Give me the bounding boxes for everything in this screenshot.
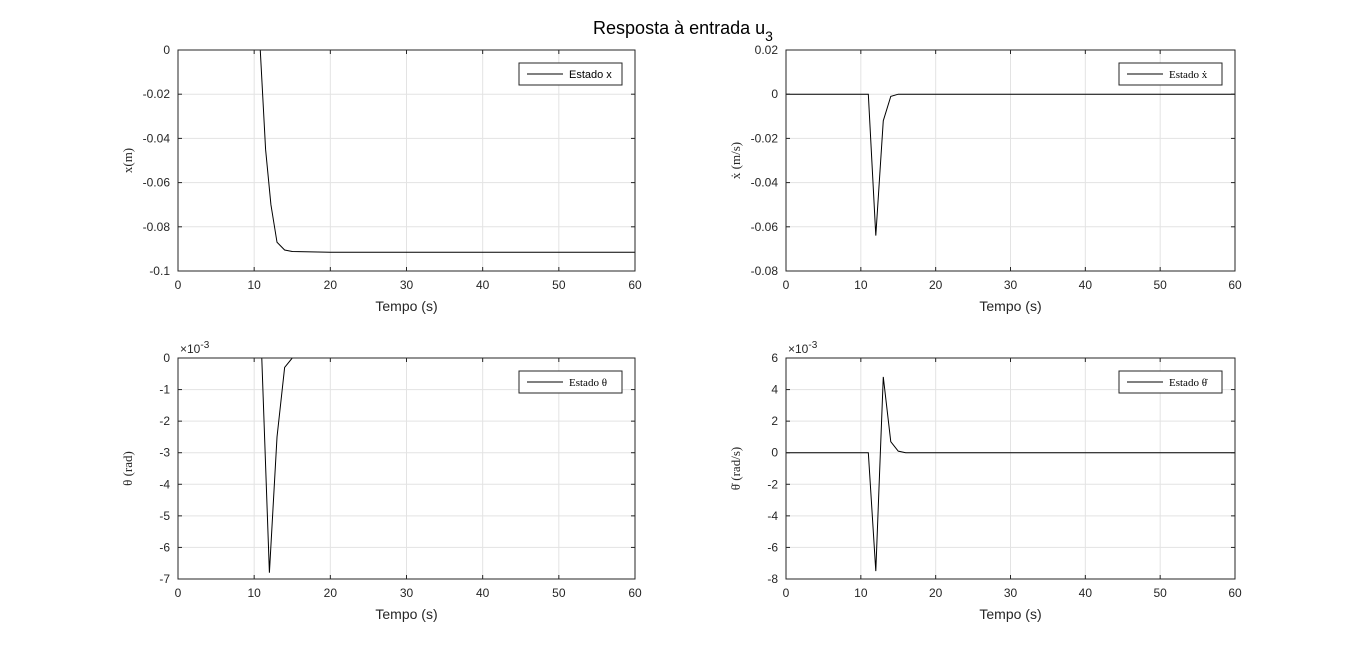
x-tick-label: 10 (247, 278, 261, 292)
y-tick-label: -0.1 (149, 264, 170, 278)
y-tick-label: -0.02 (143, 87, 171, 101)
x-tick-label: 10 (247, 586, 261, 600)
legend-box (518, 370, 623, 394)
figure-title-subscript: 3 (765, 28, 773, 44)
y-tick-label: 0 (771, 446, 778, 460)
y-tick-label: 6 (771, 351, 778, 365)
series-line-1 (786, 93, 1235, 236)
legend-box (1118, 62, 1223, 86)
y-tick-label: -5 (159, 509, 170, 523)
y-axis-label: x(m) (120, 148, 135, 173)
legend: Estado ẋ (1118, 62, 1223, 86)
x-axis-label: Tempo (s) (375, 606, 437, 622)
x-tick-label: 40 (1079, 586, 1093, 600)
legend-box (1118, 370, 1223, 394)
y-tick-label: -0.04 (751, 176, 779, 190)
x-tick-label: 60 (1228, 586, 1242, 600)
y-tick-label: -0.08 (751, 264, 779, 278)
y-tick-label: 2 (771, 414, 778, 428)
x-tick-label: 0 (783, 586, 790, 600)
x-axis-label: Tempo (s) (979, 298, 1041, 314)
x-tick-label: 50 (1153, 586, 1167, 600)
legend-box (518, 62, 623, 86)
y-tick-label: -8 (767, 572, 778, 586)
y-tick-label: 4 (771, 383, 778, 397)
x-tick-label: 30 (1004, 586, 1018, 600)
x-tick-label: 20 (324, 586, 338, 600)
y-tick-label: -0.06 (143, 176, 171, 190)
subplot-2: 0 10 20 30 40 50 60 0.02 0 -0.02 -0.04 -0.06 -0.08 Te… (728, 43, 1242, 314)
axis-exponent-label: ×10-3 (180, 340, 210, 356)
subplot-1: 0 10 20 30 40 50 60 0 -0.02 -0.04 -0.06 -0.08 -0.1 Te… (120, 43, 642, 314)
x-tick-label: 30 (400, 586, 414, 600)
legend-entry: Estado θ̇ (1169, 377, 1208, 389)
y-tick-label: -2 (767, 477, 778, 491)
y-tick-label: -0.08 (143, 220, 171, 234)
y-tick-label: -7 (159, 572, 170, 586)
x-tick-label: 60 (628, 586, 642, 600)
x-tick-label: 0 (175, 278, 182, 292)
x-tick-label: 30 (1004, 278, 1018, 292)
series-line-1 (178, 49, 635, 253)
subplot-3: 0 10 20 30 40 50 60 0 -1 -2 -3 -4 -5 -6 -7 ×10-3 Tempo (… (120, 340, 642, 622)
y-tick-label: 0.02 (755, 43, 779, 57)
y-tick-label: -0.06 (751, 220, 779, 234)
axis-exponent-label: ×10-3 (788, 340, 818, 356)
y-tick-label: -6 (767, 540, 778, 554)
x-tick-label: 40 (476, 586, 490, 600)
legend-entry: Estado ẋ (1169, 69, 1208, 81)
y-tick-label: -0.02 (751, 131, 779, 145)
figure-title-main: Resposta à entrada u (593, 18, 766, 38)
x-tick-label: 50 (552, 278, 566, 292)
y-axis-label: θ̇ (rad/s) (728, 447, 743, 490)
legend: Estado x (518, 62, 623, 86)
x-tick-label: 50 (552, 586, 566, 600)
y-tick-label: -1 (159, 383, 170, 397)
x-axis-label: Tempo (s) (979, 606, 1041, 622)
x-tick-label: 50 (1153, 278, 1167, 292)
x-tick-label: 10 (854, 278, 868, 292)
y-tick-label: -0.04 (143, 131, 171, 145)
x-tick-label: 30 (400, 278, 414, 292)
y-axis-label: θ (rad) (120, 451, 135, 486)
series-line-1 (786, 376, 1235, 572)
legend: Estado θ̇ (1118, 370, 1223, 394)
y-tick-label: -6 (159, 540, 170, 554)
x-tick-label: 20 (324, 278, 338, 292)
x-tick-label: 10 (854, 586, 868, 600)
y-tick-label: -4 (767, 509, 778, 523)
y-tick-label: -4 (159, 477, 170, 491)
x-tick-label: 20 (929, 586, 943, 600)
x-tick-label: 0 (783, 278, 790, 292)
x-tick-label: 20 (929, 278, 943, 292)
y-tick-label: 0 (163, 43, 170, 57)
y-tick-label: -2 (159, 414, 170, 428)
legend-entry: Estado x (569, 69, 612, 81)
x-tick-label: 0 (175, 586, 182, 600)
figure-title: Resposta à entrada u3 (0, 18, 1366, 44)
y-tick-label: 0 (771, 87, 778, 101)
x-tick-label: 60 (628, 278, 642, 292)
legend: Estado θ (518, 370, 623, 394)
y-tick-label: -3 (159, 446, 170, 460)
x-tick-label: 40 (476, 278, 490, 292)
legend-entry: Estado θ (569, 377, 607, 389)
x-tick-label: 40 (1079, 278, 1093, 292)
y-axis-label: ẋ (m/s) (728, 142, 743, 179)
y-tick-label: 0 (163, 351, 170, 365)
x-axis-label: Tempo (s) (375, 298, 437, 314)
x-tick-label: 60 (1228, 278, 1242, 292)
